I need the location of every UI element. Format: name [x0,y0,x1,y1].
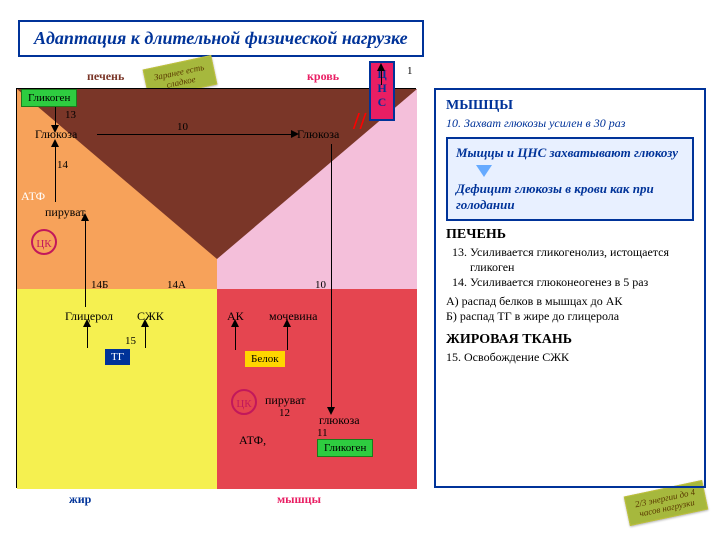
arrow-down-icon [476,165,492,177]
callout-line-1: Мыщцы и ЦНС захватывают глюкозу [456,145,684,161]
label-muscle: мышцы [277,492,321,507]
ck-liver: ЦК [31,229,57,255]
cns-block-icon: // [353,109,366,136]
arrowhead-4 [327,407,335,415]
li-13: Усиливается гликогенолиз, истощается гли… [470,245,694,275]
node-glucose2: глюкоза [319,413,360,428]
arrowhead-cns [377,63,385,71]
node-pyruvate-liver: пируват [45,205,85,220]
node-atp-liver: АТФ [21,189,45,204]
arrow-glucose-down-muscle [331,144,332,409]
ck-muscle: ЦК [231,389,257,415]
entry-15: 15. Освобождение СЖК [446,350,694,365]
num-14a: 14А [167,279,186,291]
entry-10: 10. Захват глюкозы усилен в 30 раз [446,116,694,131]
arrowhead-1 [291,130,299,138]
arrow-glycerol-up [85,219,86,307]
region-fat [17,289,217,489]
label-blood: кровь [307,69,339,84]
num-15: 15 [125,335,136,347]
line-b: Б) распад ТГ в жире до глицерола [446,309,694,324]
num-10-top: 10 [177,121,188,133]
metabolism-diagram: печень кровь жир мышцы ЦНС 1 Гликоген 13… [16,88,416,488]
arrowhead-6 [83,319,91,327]
arrow-glycogen-down [55,107,56,127]
arrow-belok-ak [235,324,236,350]
heading-fat: ЖИРОВАЯ ТКАНЬ [446,332,694,348]
node-glycogen-muscle: Гликоген [317,439,373,457]
arrowhead-3 [51,139,59,147]
label-fat: жир [69,492,91,507]
num-14b: 14Б [91,279,108,291]
page-title: Адаптация к длительной физической нагруз… [18,20,424,57]
heading-liver: ПЕЧЕНЬ [446,227,694,243]
arrowhead-2 [51,125,59,133]
arrow-glucose-to-pyruvate [55,144,56,202]
callout-box: Мыщцы и ЦНС захватывают глюкозу Дефицит … [446,137,694,221]
li-14: Усиливается глюконеогенез в 5 раз [470,275,694,290]
num-1: 1 [407,65,413,77]
callout-line-2: Дефицит глюкозы в крови как при голодани… [456,181,684,213]
liver-list: Усиливается гликогенолиз, истощается гли… [446,245,694,290]
line-a: А) распад белков в мышцах до АК [446,294,694,309]
node-urea: мочевина [269,309,317,324]
num-14: 14 [57,159,68,171]
arrowhead-9 [283,319,291,327]
description-panel: МЫШЦЫ 10. Захват глюкозы усилен в 30 раз… [434,88,706,488]
node-glucose-blood: Глюкоза [297,127,339,142]
num-12: 12 [279,407,290,419]
arrow-cns [381,71,382,85]
num-11: 11 [317,427,328,439]
arrow-tg-sjk [145,324,146,348]
num-10-right: 10 [315,279,326,291]
arrowhead-8 [231,319,239,327]
node-pyruvate-muscle: пируват [265,393,305,408]
node-atp2: АТФ, [239,433,266,448]
num-13: 13 [65,109,76,121]
arrow-glucose-liver-to-blood [97,134,293,135]
arrowhead-7 [141,319,149,327]
arrow-tg-glycerol [87,324,88,348]
heading-muscles: МЫШЦЫ [446,98,694,114]
node-belok: Белок [245,351,285,367]
arrow-belok-urea [287,324,288,350]
node-glycogen-liver: Гликоген [21,89,77,107]
label-liver: печень [87,69,124,84]
arrowhead-5 [81,213,89,221]
node-tg: ТГ [105,349,130,365]
